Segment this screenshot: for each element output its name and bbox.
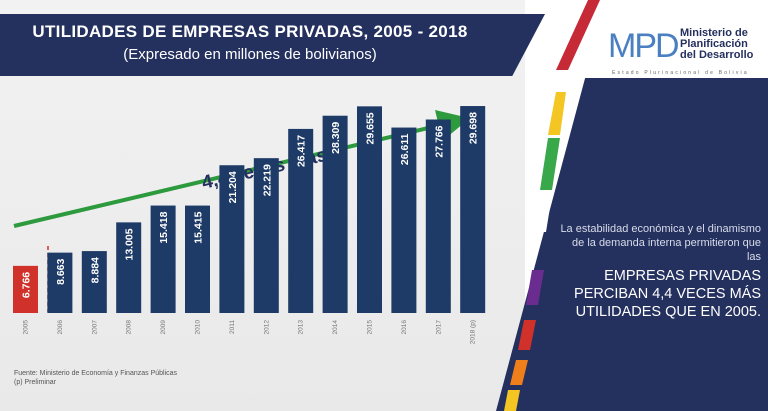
ministry-line: Planificación (680, 38, 748, 50)
data-label: 29.655 (365, 112, 377, 144)
tick-label: 2013 (298, 320, 305, 335)
message-panel (496, 0, 768, 411)
data-label: 29.698 (468, 112, 480, 144)
bar-2016 (391, 127, 417, 313)
tick-label: 2010 (195, 320, 202, 335)
tick-label: 2016 (401, 320, 408, 335)
ministry-line: del Desarrollo (680, 49, 754, 61)
tick-label: 2012 (263, 320, 270, 335)
highlight-line: EMPRESAS PRIVADAS (604, 268, 761, 284)
bar-2005 (13, 265, 38, 313)
bar-2018 (p) (460, 106, 486, 314)
tick-label: 2014 (332, 320, 339, 335)
bar-2008 (116, 222, 142, 313)
data-label: 15.415 (193, 211, 205, 243)
tick-label: 2011 (229, 320, 236, 334)
chart-title: UTILIDADES DE EMPRESAS PRIVADAS, 2005 - … (32, 22, 468, 41)
bar-2006 (47, 252, 73, 313)
data-label: 26.417 (296, 135, 308, 167)
source-line: Fuente: Ministerio de Economía y Finanza… (14, 370, 178, 377)
bar-2017 (425, 119, 451, 314)
data-label: 26.611 (399, 133, 411, 165)
data-label: 6.766 (21, 272, 33, 298)
bar-2009 (150, 205, 176, 313)
bar-2010 (185, 205, 210, 313)
bar-2014 (322, 115, 348, 314)
data-label: 8.884 (89, 257, 101, 283)
chart-subtitle: (Expresado en millones de bolivianos) (123, 46, 377, 63)
message-intro: La estabilidad económica y el dinamismo … (560, 223, 761, 263)
bar-2015 (357, 106, 382, 313)
data-label: 21.204 (227, 171, 239, 203)
bar-2012 (253, 158, 279, 313)
tick-label: 2018 (p) (470, 320, 477, 344)
tick-label: 2009 (160, 320, 167, 335)
source-note: Fuente: Ministerio de Economía y Finanza… (14, 369, 177, 387)
bar-2007 (81, 251, 107, 313)
bar-2011 (219, 165, 245, 313)
preliminary-note: (p) Preliminar (14, 379, 57, 386)
key-message: La estabilidad económica y el dinamismo … (556, 222, 761, 321)
ministry-name: Ministerio de Planificación del Desarrol… (680, 28, 753, 61)
data-label: 27.766 (433, 125, 445, 157)
highlight-line: UTILIDADES QUE EN 2005. (575, 304, 761, 320)
state-name: Estado Plurinacional de Bolivia (612, 70, 749, 76)
tick-label: 2017 (435, 320, 442, 335)
data-label: 28.309 (330, 122, 342, 154)
tick-label: 2007 (91, 320, 98, 335)
data-label: 22.219 (261, 164, 273, 196)
data-label: 15.418 (158, 211, 170, 243)
data-label: 8.663 (55, 258, 67, 284)
tick-label: 2005 (23, 320, 30, 335)
tick-label: 2008 (126, 320, 133, 335)
title-banner (0, 14, 545, 76)
logo: MPD (608, 27, 680, 65)
data-label: 13.005 (124, 228, 136, 260)
highlight-line: PERCIBAN 4,4 VECES MÁS (574, 286, 761, 302)
ministry-line: Ministerio de (680, 27, 748, 39)
tick-label: 2015 (367, 320, 374, 335)
bar-chart: 4,4 veces más 6.76620058.66320068.884200… (13, 106, 486, 344)
tick-label: 2006 (57, 320, 64, 335)
message-highlight: EMPRESAS PRIVADAS PERCIBAN 4,4 VECES MÁS… (556, 267, 761, 321)
bar-2013 (288, 128, 314, 313)
